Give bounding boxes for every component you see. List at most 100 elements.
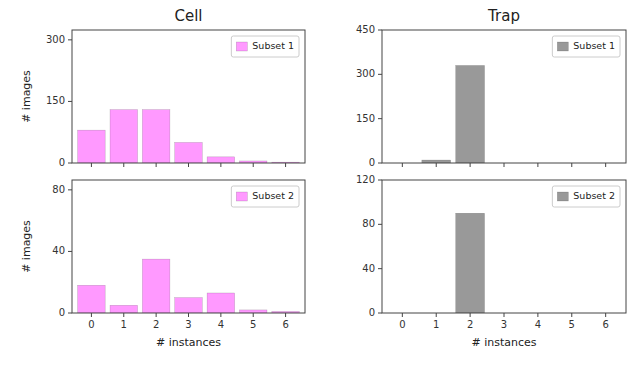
y-tick-label: 0 <box>59 307 65 318</box>
bar <box>110 110 138 163</box>
x-tick <box>436 163 437 167</box>
bar <box>78 285 106 313</box>
legend-label: Subset 2 <box>573 190 615 201</box>
x-tick <box>436 313 437 317</box>
bar <box>456 213 485 313</box>
x-tick-label: 5 <box>250 319 256 330</box>
bars <box>78 259 300 313</box>
bars <box>456 213 485 313</box>
x-tick-label: 1 <box>121 319 127 330</box>
y-tick <box>378 224 382 225</box>
plot-frame <box>382 180 626 313</box>
y-tick <box>68 251 72 252</box>
bar <box>456 65 485 163</box>
x-tick-label: 6 <box>602 319 608 330</box>
subplot: 0150300450TrapSubset 1 <box>356 7 626 168</box>
x-tick <box>253 163 254 167</box>
x-tick-label: 2 <box>153 319 159 330</box>
x-tick <box>605 163 606 167</box>
x-tick <box>470 313 471 317</box>
x-tick <box>156 313 157 317</box>
bar <box>207 157 235 163</box>
y-tick <box>378 118 382 119</box>
legend-box <box>552 36 620 57</box>
y-tick <box>68 163 72 164</box>
x-tick <box>537 163 538 167</box>
y-axis-label: # images <box>20 220 33 273</box>
y-tick-label: 150 <box>356 113 375 124</box>
bar <box>207 293 235 313</box>
x-tick-label: 3 <box>501 319 507 330</box>
y-tick-label: 80 <box>362 218 375 229</box>
y-tick-label: 0 <box>369 307 375 318</box>
y-tick-label: 300 <box>46 34 65 45</box>
bars <box>78 110 300 163</box>
y-tick-label: 80 <box>52 184 65 195</box>
bar <box>175 298 203 313</box>
x-axis-label: # instances <box>471 336 536 349</box>
y-tick <box>378 163 382 164</box>
x-tick-label: 5 <box>569 319 575 330</box>
legend-box <box>552 186 620 207</box>
legend-label: Subset 2 <box>252 190 294 201</box>
y-tick <box>68 101 72 102</box>
x-tick <box>91 163 92 167</box>
y-axis-label: # images <box>20 70 33 123</box>
legend-box <box>231 36 299 57</box>
x-tick <box>91 313 92 317</box>
x-tick <box>285 313 286 317</box>
bar <box>142 110 170 163</box>
x-tick <box>188 163 189 167</box>
x-tick <box>123 313 124 317</box>
bar <box>175 142 203 163</box>
legend-swatch <box>236 192 247 201</box>
y-tick <box>378 180 382 181</box>
x-tick <box>220 313 221 317</box>
plot-frame <box>72 180 305 313</box>
x-tick <box>504 313 505 317</box>
y-tick-label: 40 <box>362 263 375 274</box>
x-tick <box>470 163 471 167</box>
y-tick <box>378 313 382 314</box>
legend: Subset 2 <box>552 186 620 207</box>
x-tick-label: 2 <box>467 319 473 330</box>
legend: Subset 1 <box>552 36 620 57</box>
legend-label: Subset 1 <box>573 40 615 51</box>
plot-frame <box>382 30 626 163</box>
title: Trap <box>487 7 520 25</box>
y-tick-label: 40 <box>52 245 65 256</box>
x-tick <box>220 163 221 167</box>
x-tick <box>605 313 606 317</box>
bars <box>422 65 485 163</box>
x-tick <box>188 313 189 317</box>
y-tick <box>68 39 72 40</box>
x-tick <box>156 163 157 167</box>
legend-box <box>231 186 299 207</box>
x-tick-label: 4 <box>535 319 541 330</box>
bar <box>78 130 106 163</box>
x-tick-label: 6 <box>282 319 288 330</box>
x-tick <box>402 313 403 317</box>
legend-swatch <box>557 42 568 51</box>
x-tick-label: 1 <box>433 319 439 330</box>
bar <box>142 259 170 313</box>
x-tick <box>123 163 124 167</box>
legend: Subset 1 <box>231 36 299 57</box>
plot-frame <box>72 30 305 163</box>
legend-label: Subset 1 <box>252 40 294 51</box>
y-tick-label: 300 <box>356 68 375 79</box>
figure: 0150300Cell# imagesSubset 10150300450Tra… <box>0 0 640 367</box>
subplot: 0150300Cell# imagesSubset 1 <box>20 7 305 168</box>
bar <box>110 305 138 313</box>
y-tick <box>378 268 382 269</box>
y-tick-label: 450 <box>356 24 375 35</box>
x-tick-label: 0 <box>399 319 405 330</box>
y-tick-label: 120 <box>356 174 375 185</box>
x-axis-label: # instances <box>156 336 221 349</box>
y-tick <box>68 189 72 190</box>
x-tick <box>285 163 286 167</box>
x-tick-label: 3 <box>185 319 191 330</box>
y-tick-label: 150 <box>46 95 65 106</box>
y-tick-label: 0 <box>59 157 65 168</box>
y-tick <box>378 74 382 75</box>
